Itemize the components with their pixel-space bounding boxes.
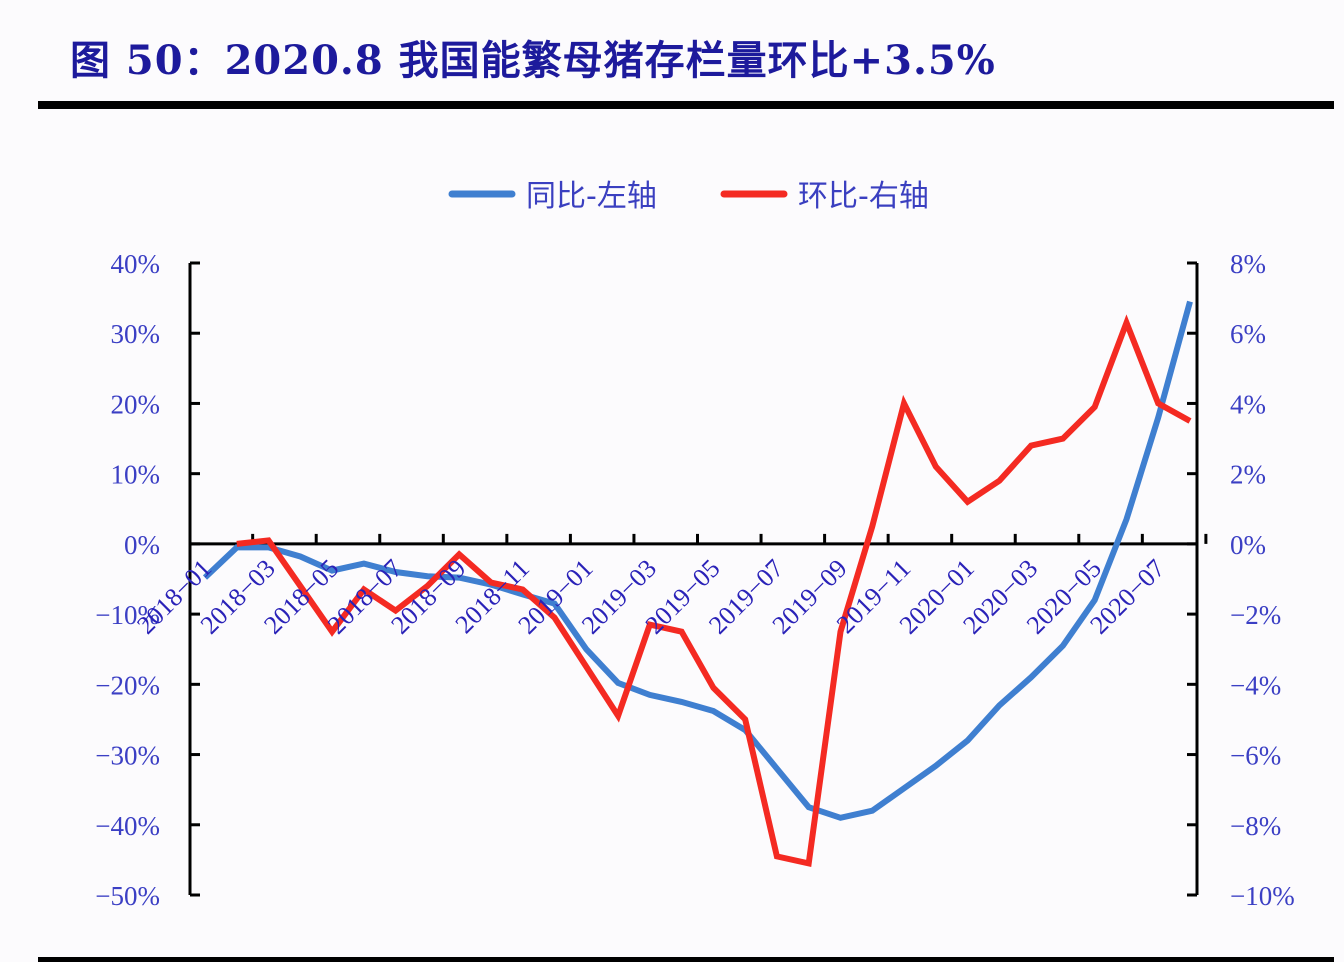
right-tick-label: −4%	[1230, 670, 1281, 700]
legend-label-yoy: 同比-左轴	[526, 179, 657, 214]
right-tick-label: −6%	[1230, 741, 1281, 771]
figure-title: 图 50：2020.8 我国能繁母猪存栏量环比+3.5%	[70, 37, 996, 84]
top-rule	[38, 101, 1334, 109]
right-tick-label: 6%	[1230, 319, 1266, 349]
right-tick-label: 2%	[1230, 460, 1266, 490]
left-tick-label: 0%	[124, 530, 160, 560]
right-tick-label: 8%	[1230, 249, 1266, 279]
right-tick-label: −2%	[1230, 600, 1281, 630]
left-tick-label: 10%	[111, 460, 161, 490]
right-tick-label: −10%	[1230, 881, 1295, 911]
left-tick-label: −30%	[95, 741, 160, 771]
series-yoy-line	[202, 300, 1193, 821]
left-tick-label: 40%	[111, 249, 161, 279]
left-tick-label: 30%	[111, 319, 161, 349]
legend-label-mom: 环比-右轴	[798, 179, 929, 214]
left-tick-label: −40%	[95, 811, 160, 841]
right-tick-label: −8%	[1230, 811, 1281, 841]
bottom-rule	[38, 957, 1334, 962]
right-tick-label: 4%	[1230, 389, 1266, 419]
left-tick-label: −10%	[95, 600, 160, 630]
left-tick-label: −50%	[95, 881, 160, 911]
series-mom-line	[236, 314, 1192, 868]
left-tick-label: 20%	[111, 389, 161, 419]
left-tick-label: −20%	[95, 670, 160, 700]
right-tick-label: 0%	[1230, 530, 1266, 560]
